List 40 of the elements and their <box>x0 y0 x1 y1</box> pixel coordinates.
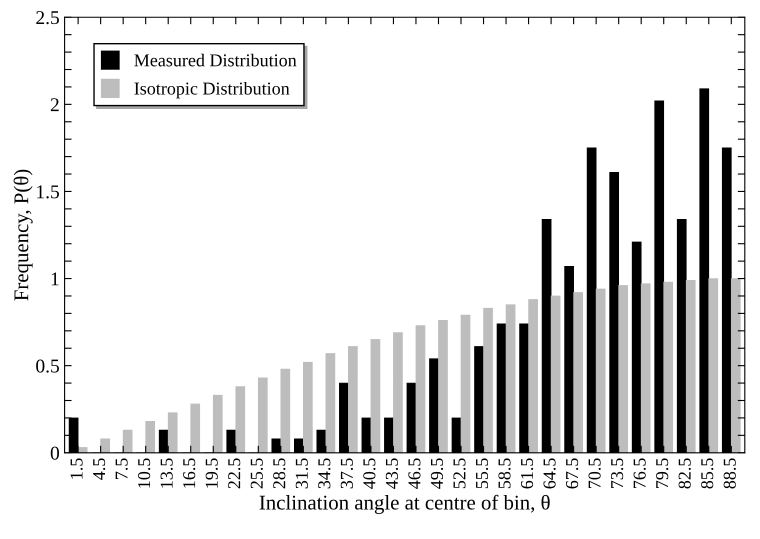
x-tick-label: 52.5 <box>453 458 466 488</box>
x-tick-label: 79.5 <box>656 458 668 488</box>
x-tick-label: 58.5 <box>498 458 511 488</box>
x-tick-label: 37.5 <box>340 458 353 488</box>
y-tick-label: 1.5 <box>37 185 59 198</box>
y-axis-title: Frequency, P(θ) <box>14 170 33 301</box>
x-tick-label: 16.5 <box>183 458 196 488</box>
y-tick-label: 2.5 <box>36 11 59 24</box>
x-tick-label: 64.5 <box>543 458 556 488</box>
x-tick-label: 61.5 <box>520 458 534 488</box>
x-axis-title: Inclination angle at centre of bin, θ <box>260 494 550 514</box>
x-tick-label: 76.5 <box>634 458 646 488</box>
x-tick-label: 85.5 <box>701 458 714 489</box>
y-tick-label: 0.5 <box>36 359 59 373</box>
x-tick-label: 40.5 <box>363 458 376 489</box>
y-tick-label: 2 <box>50 98 59 112</box>
x-tick-label: 43.5 <box>386 458 398 489</box>
x-tick-label: 70.5 <box>588 458 601 488</box>
x-tick-label: 49.5 <box>430 458 444 489</box>
x-tick-label: 82.5 <box>678 458 691 489</box>
y-tick-label: 1 <box>52 272 59 286</box>
x-tick-label: 34.5 <box>318 458 330 488</box>
x-tick-label: 28.5 <box>273 458 286 488</box>
x-tick-label: 67.5 <box>566 458 578 488</box>
x-tick-label: 46.5 <box>408 458 421 489</box>
x-tick-label: 88.5 <box>724 458 736 489</box>
x-tick-label: 25.5 <box>250 458 263 488</box>
legend-label: Isotropic Distribution <box>134 82 290 98</box>
y-tick-label: 0 <box>50 446 59 460</box>
x-tick-label: 22.5 <box>228 458 240 488</box>
x-tick-label: 31.5 <box>296 458 308 488</box>
x-tick-label: 73.5 <box>611 458 624 488</box>
x-tick-label: 13.5 <box>160 458 173 488</box>
x-tick-label: 1.5 <box>70 458 83 479</box>
x-tick-label: 4.5 <box>93 458 106 480</box>
x-tick-label: 10.5 <box>138 458 150 488</box>
legend-label: Measured Distribution <box>134 54 296 66</box>
x-tick-label: 55.5 <box>476 458 488 488</box>
x-tick-label: 7.5 <box>116 458 128 479</box>
x-tick-label: 19.5 <box>206 458 218 488</box>
